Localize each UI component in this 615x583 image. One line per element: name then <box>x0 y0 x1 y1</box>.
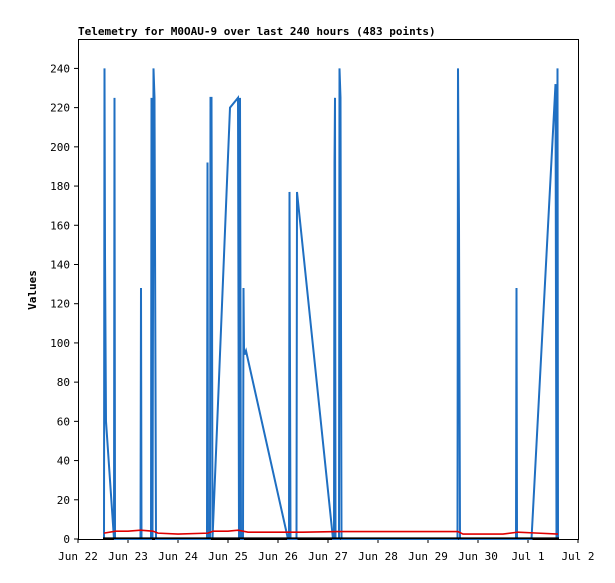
y-tick-label: 80 <box>57 376 70 389</box>
y-tick-label: 20 <box>57 494 70 507</box>
y-axis-label: Values <box>26 270 39 310</box>
chart-title: Telemetry for M0OAU-9 over last 240 hour… <box>78 25 436 38</box>
x-tick-label: Jul 2 <box>561 550 594 563</box>
y-tick-label: 180 <box>50 180 70 193</box>
y-tick-label: 160 <box>50 219 70 232</box>
y-tick-label: 40 <box>57 455 70 468</box>
x-tick-label: Jun 25 <box>208 550 248 563</box>
x-tick-label: Jun 24 <box>158 550 198 563</box>
x-tick-label: Jun 23 <box>108 550 148 563</box>
x-tick-label: Jun 28 <box>358 550 398 563</box>
y-tick-label: 140 <box>50 258 70 271</box>
x-axis-ticks: Jun 22 Jun 23 Jun 24 Jun 25 Jun 26 Jun 27 Jun … <box>58 539 595 563</box>
x-tick-label: Jun 27 <box>308 550 348 563</box>
series-layer <box>103 68 559 540</box>
y-tick-label: 100 <box>50 337 70 350</box>
y-tick-label: 240 <box>50 62 70 75</box>
y-axis-ticks: 0 20 40 60 80 100 120 140 160 180 200 220 240 <box>50 62 78 546</box>
x-tick-label: Jun 22 <box>58 550 98 563</box>
x-tick-label: Jun 26 <box>258 550 298 563</box>
y-tick-label: 220 <box>50 102 70 115</box>
series-line-1 <box>103 529 559 535</box>
x-tick-label: Jul 1 <box>511 550 544 563</box>
x-tick-label: Jun 29 <box>408 550 448 563</box>
y-tick-label: 120 <box>50 298 70 311</box>
y-tick-label: 60 <box>57 415 70 428</box>
x-tick-label: Jun 30 <box>458 550 498 563</box>
y-tick-label: 0 <box>63 533 70 546</box>
series-line-0 <box>103 68 559 540</box>
y-tick-label: 200 <box>50 141 70 154</box>
